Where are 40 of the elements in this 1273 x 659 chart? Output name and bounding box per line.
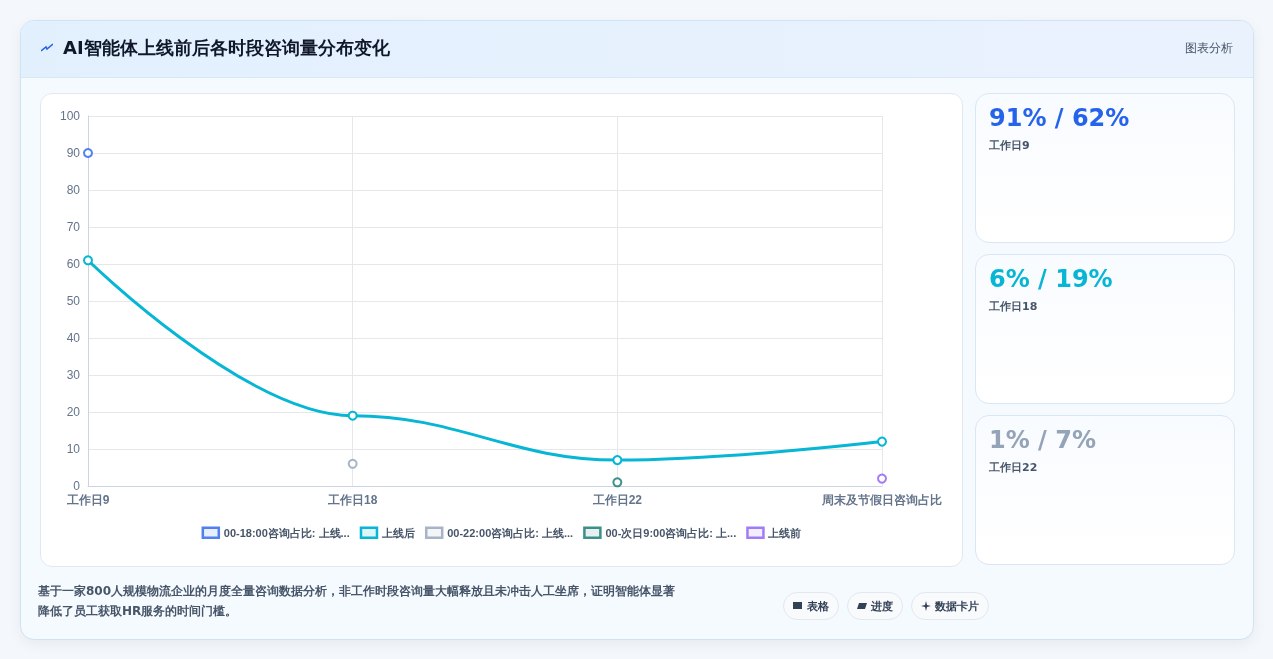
x-tick-label: 工作日9 — [65, 493, 110, 507]
text: 工作日22 — [989, 460, 1038, 475]
point — [612, 455, 623, 466]
x-tick-label: 工作日18 — [326, 493, 378, 507]
point — [83, 255, 93, 266]
text: 基于一家800人规模物流企业的月度全量咨询数据分析，非工作时段咨询量大幅释放且未冲击人工坐席，证明智能体显著降低了员工获取HR服务的时间门槛。 — [38, 583, 677, 620]
text: 6% / 19% — [989, 265, 1113, 293]
legend-label: 00-次日9:00咨询占比: 上... — [605, 526, 737, 539]
y-tick-label: 50 — [66, 294, 81, 308]
chart-title: AI智能体上线前后各时段咨询量分布变化 — [63, 36, 390, 60]
text: 工作日18 — [989, 299, 1038, 314]
y-tick-label: 40 — [66, 331, 81, 345]
text: 数据卡片 — [935, 598, 979, 614]
text: 表格 — [807, 598, 829, 614]
text: 工作日9 — [989, 138, 1030, 153]
point — [612, 477, 623, 488]
point — [83, 148, 93, 158]
point — [347, 458, 358, 469]
point — [877, 436, 887, 447]
text: 图表分析 — [1185, 40, 1233, 57]
x-tick-label: 工作日22 — [591, 493, 643, 507]
y-tick-label: 100 — [59, 109, 81, 123]
y-tick-label: 60 — [66, 257, 81, 271]
y-tick-label: 20 — [66, 405, 81, 419]
text: 1% / 7% — [989, 426, 1096, 454]
point — [347, 410, 358, 421]
x-tick-label: 周末及节假日咨询占比 — [821, 493, 942, 507]
y-tick-label: 90 — [66, 146, 81, 160]
legend-label: 上线后 — [380, 526, 415, 539]
y-tick-label: 70 — [66, 220, 81, 234]
point — [877, 473, 887, 484]
y-tick-label: 10 — [66, 442, 81, 456]
y-tick-label: 80 — [66, 183, 81, 197]
legend-label: 上线前 — [767, 526, 802, 539]
y-tick-label: 0 — [73, 479, 81, 493]
legend-label: 00-18:00咨询占比: 上线... — [223, 526, 350, 539]
text: 进度 — [871, 598, 893, 614]
text: 91% / 62% — [989, 104, 1130, 132]
y-tick-label: 30 — [66, 368, 81, 382]
legend-label: 00-22:00咨询占比: 上线... — [447, 526, 574, 539]
